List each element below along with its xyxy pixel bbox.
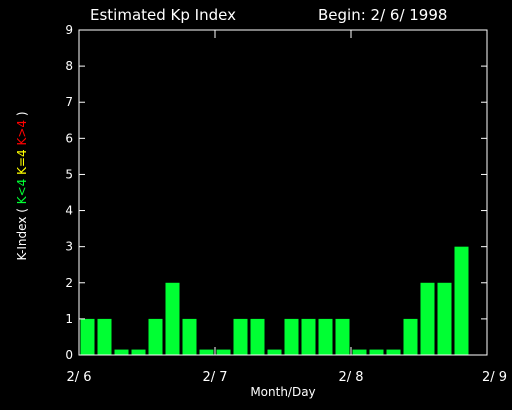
kp-bar [437, 282, 452, 355]
bars-group [80, 246, 469, 355]
kp-bar [318, 318, 333, 355]
kp-bar [267, 349, 282, 355]
y-tick-label: 2 [65, 276, 73, 290]
x-axis-label: Month/Day [250, 385, 315, 399]
y-tick-label: 7 [65, 95, 73, 109]
plot-frame [78, 29, 488, 356]
y-tick-label: 4 [65, 204, 73, 218]
kp-bar [454, 246, 469, 355]
chart-title: Estimated Kp Index [90, 6, 236, 24]
y-tick-label: 1 [65, 312, 73, 326]
kp-bar [301, 318, 316, 355]
x-tick-label: 2/ 6 [66, 370, 91, 385]
y-tick-label: 5 [65, 167, 73, 181]
kp-bar [199, 349, 214, 355]
kp-bar [131, 349, 146, 355]
y-axis: 0 1 2 3 4 5 6 7 8 9 [65, 23, 487, 362]
y-tick-label: 6 [65, 131, 73, 145]
y-axis-label-part: K-Index ( [15, 208, 29, 260]
kp-bar [250, 318, 265, 355]
x-tick-label: 2/ 9 [482, 370, 507, 385]
kp-bar [420, 282, 435, 355]
y-axis-label: K-Index ( K<4 K=4 K>4 ) [15, 111, 29, 260]
x-axis: 2/ 6 2/ 7 2/ 8 2/ 9 [66, 30, 507, 385]
kp-bar [403, 318, 418, 355]
y-axis-label-part: K=4 [15, 149, 29, 178]
x-tick-label: 2/ 8 [338, 370, 363, 385]
x-tick-label: 2/ 7 [202, 370, 227, 385]
y-tick-label: 3 [65, 240, 73, 254]
kp-bar [97, 318, 112, 355]
kp-bar [165, 282, 180, 355]
kp-bar [335, 318, 350, 355]
y-axis-label-part: K<4 [15, 179, 29, 208]
y-axis-label-part: K>4 [15, 120, 29, 149]
y-tick-label: 8 [65, 59, 73, 73]
kp-bar [352, 349, 367, 355]
kp-bar [216, 349, 231, 355]
kp-bar [369, 349, 384, 355]
kp-bar [284, 318, 299, 355]
kp-bar [182, 318, 197, 355]
kp-bar [114, 349, 129, 355]
kp-bar [386, 349, 401, 355]
y-tick-label: 9 [65, 23, 73, 37]
kp-bar [80, 318, 95, 355]
y-axis-label-part: ) [15, 111, 29, 120]
y-tick-label: 0 [65, 348, 73, 362]
kp-bar [233, 318, 248, 355]
kp-bar [148, 318, 163, 355]
begin-date-label: Begin: 2/ 6/ 1998 [318, 6, 447, 24]
